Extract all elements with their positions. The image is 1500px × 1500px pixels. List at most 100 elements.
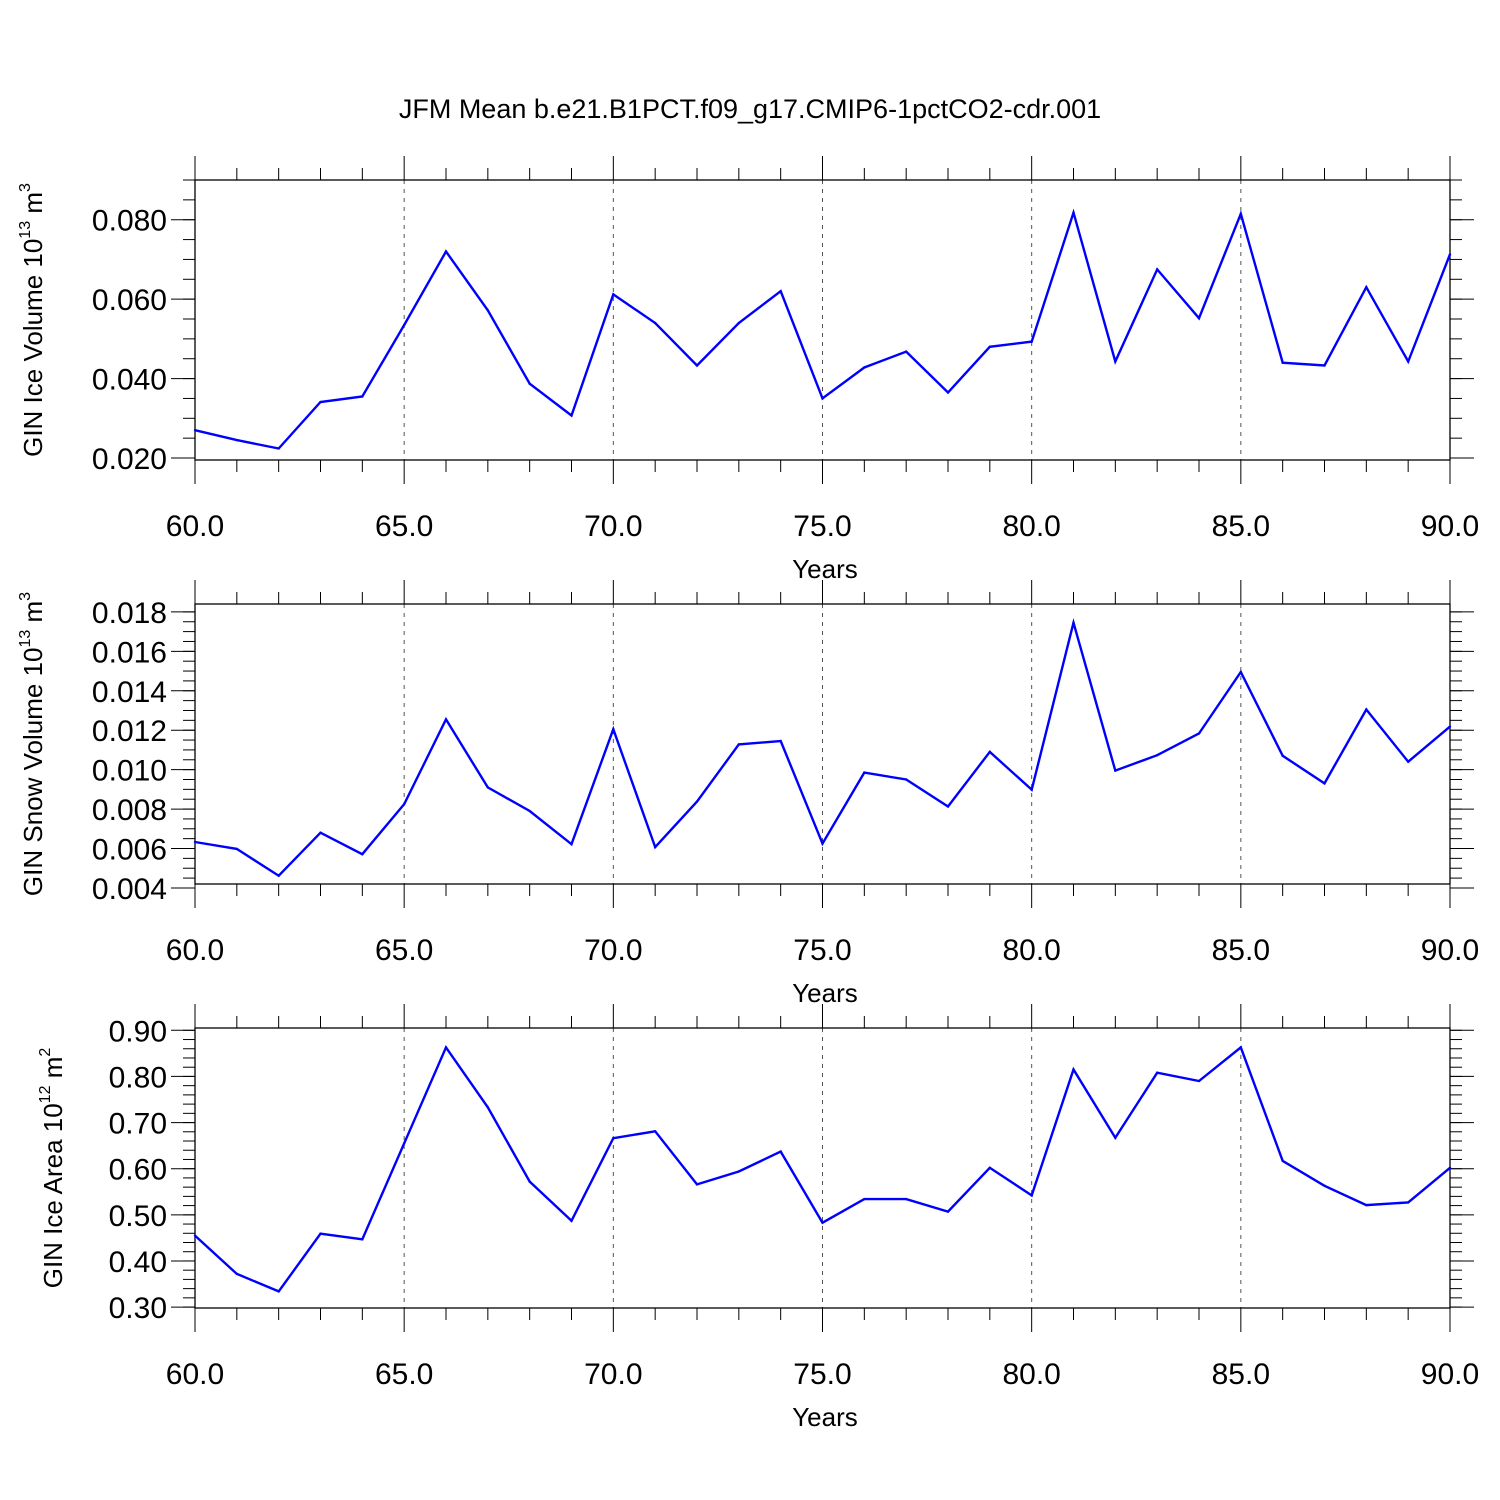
data-point	[695, 364, 699, 367]
y-tick-label: 0.40	[109, 1246, 167, 1279]
x-tick-label: 70.0	[584, 510, 642, 543]
data-point	[988, 750, 992, 754]
y-tick-label: 0.008	[92, 794, 167, 827]
data-point	[361, 395, 364, 398]
y-axis-title: GIN Ice Volume 1013 m3	[17, 183, 48, 457]
data-point	[1197, 317, 1201, 320]
data-point	[1072, 211, 1075, 214]
data-point	[1030, 1194, 1033, 1197]
data-point	[1114, 1136, 1117, 1139]
y-axis-title: GIN Ice Area 1012 m2	[37, 1048, 68, 1289]
data-point	[612, 1137, 615, 1140]
x-tick-label: 85.0	[1212, 934, 1270, 967]
data-point	[779, 1150, 782, 1153]
data-point	[235, 1272, 239, 1276]
data-point	[1365, 1203, 1368, 1207]
y-tick-label: 0.020	[92, 443, 167, 476]
y-tick-label: 0.70	[109, 1108, 167, 1141]
chart-panel-2: 0.004 0.006 0.008 0.010 0.012 0.014 0.016 0.018…	[17, 580, 1479, 1008]
data-point	[1406, 760, 1410, 763]
data-point	[653, 845, 657, 849]
data-point	[319, 1232, 322, 1235]
data-point	[570, 414, 573, 417]
x-tick-label: 65.0	[375, 1358, 433, 1391]
y-tick-label: 0.006	[92, 834, 167, 867]
data-point	[486, 309, 490, 312]
y-tick-label: 0.080	[92, 205, 167, 238]
x-tick-label: 80.0	[1002, 934, 1060, 967]
data-point	[570, 842, 573, 846]
data-point	[528, 1180, 531, 1183]
data-point	[1448, 725, 1452, 728]
data-point	[904, 778, 908, 781]
panels: 0.020 0.040 0.060 0.080 60.0 65.0 70.0 75.0 80.0…	[17, 156, 1479, 1432]
data-point	[1114, 769, 1117, 772]
data-point	[612, 728, 615, 731]
data-point	[1030, 340, 1033, 343]
data-point	[737, 321, 741, 325]
x-tick-label: 85.0	[1212, 510, 1270, 543]
y-tick-label: 0.016	[92, 636, 167, 669]
data-point	[1281, 754, 1284, 758]
data-point	[193, 429, 197, 432]
data-point	[235, 438, 239, 442]
data-point	[695, 800, 699, 803]
data-point	[444, 718, 448, 721]
data-point	[1323, 782, 1326, 785]
x-tick-label: 65.0	[375, 934, 433, 967]
data-point	[1239, 212, 1243, 215]
x-tick-label: 80.0	[1002, 1358, 1060, 1391]
data-point	[486, 1106, 490, 1109]
data-point	[1323, 364, 1326, 367]
data-point	[319, 400, 322, 404]
data-point	[821, 397, 824, 400]
data-point	[1239, 1046, 1243, 1049]
y-tick-label: 0.90	[109, 1015, 167, 1048]
chart-panel-1: 0.020 0.040 0.060 0.080 60.0 65.0 70.0 75.0 80.0…	[17, 156, 1479, 584]
data-point	[444, 250, 448, 253]
data-point	[946, 391, 950, 394]
y-tick-label: 0.60	[109, 1154, 167, 1187]
data-point	[402, 323, 406, 327]
data-point	[653, 1130, 657, 1133]
data-point	[779, 290, 782, 293]
data-point	[402, 1142, 406, 1145]
data-point	[1448, 1166, 1452, 1169]
data-point	[1281, 361, 1284, 364]
data-point	[863, 1197, 866, 1201]
data-point	[612, 293, 615, 296]
data-point	[695, 1183, 699, 1186]
x-tick-label: 75.0	[793, 934, 851, 967]
data-point	[737, 743, 741, 746]
y-tick-label: 0.012	[92, 715, 167, 748]
data-point	[1365, 286, 1368, 289]
data-point	[988, 1166, 992, 1169]
chart-panel-3: 0.30 0.40 0.50 0.60 0.70 0.80 0.90 60.0 65.0 70.0…	[37, 1004, 1479, 1432]
data-point	[1155, 754, 1159, 757]
x-tick-label: 65.0	[375, 510, 433, 543]
x-axis-title: Years	[792, 978, 858, 1008]
data-point	[904, 350, 908, 353]
x-tick-label: 60.0	[166, 510, 224, 543]
series-line	[194, 208, 1452, 450]
data-point	[235, 847, 239, 851]
y-tick-label: 0.30	[109, 1292, 167, 1325]
data-point	[1155, 268, 1159, 271]
data-point	[946, 1210, 950, 1213]
x-tick-label: 60.0	[166, 1358, 224, 1391]
x-axis-title: Years	[792, 554, 858, 584]
data-point	[1365, 708, 1368, 711]
data-point	[1281, 1159, 1284, 1163]
data-point	[653, 321, 657, 325]
data-point	[486, 786, 490, 789]
data-point	[988, 345, 992, 349]
y-tick-label: 0.040	[92, 364, 167, 397]
y-tick-label: 0.004	[92, 873, 167, 906]
data-point	[277, 874, 280, 877]
data-point	[821, 1221, 824, 1224]
data-point	[863, 366, 866, 369]
data-point	[528, 809, 531, 813]
data-point	[1072, 621, 1075, 624]
data-point	[193, 840, 197, 844]
x-tick-label: 70.0	[584, 1358, 642, 1391]
